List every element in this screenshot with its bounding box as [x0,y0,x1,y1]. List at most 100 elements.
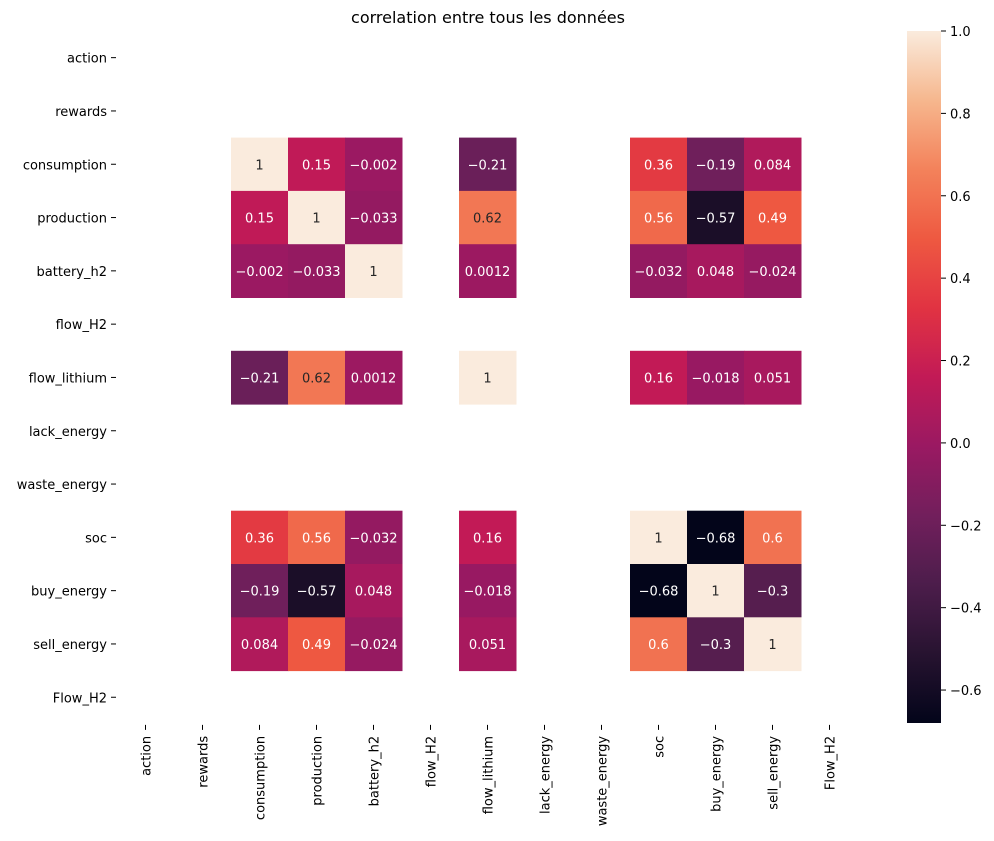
x-tick-label: battery_h2 [368,736,383,806]
heatmap-cell [687,564,745,618]
cell-annotation: 1 [711,585,719,600]
y-tick-label: production [37,212,107,227]
cell-annotation: 0.084 [241,638,278,653]
heatmap-cell [288,190,346,245]
heatmap-cell [345,510,403,565]
heatmap-cell [744,350,802,405]
cell-annotation: 0.56 [644,212,673,227]
cell-annotation: 0.62 [302,371,331,386]
x-tick-label: rewards [197,736,212,788]
heatmap-cell [231,510,289,565]
cell-annotation: 0.62 [473,212,502,227]
heatmap-cell [345,564,403,618]
colorbar-tick-label: 0.2 [950,355,971,370]
cell-annotation: −0.3 [757,585,789,600]
cell-annotation: −0.033 [349,212,397,227]
heatmap-cell [288,510,346,565]
heatmap-cell [345,350,403,405]
heatmap-cells [231,137,802,672]
y-tick-label: soc [85,531,107,546]
cell-annotation: 1 [312,212,320,227]
cell-annotation: 1 [654,531,662,546]
heatmap-cell [459,510,517,565]
y-tick-label: waste_energy [17,478,108,493]
cell-annotation: −0.032 [349,531,397,546]
x-tick-label: sell_energy [767,736,782,810]
heatmap-cell [231,190,289,245]
cell-annotation: −0.033 [292,265,340,280]
cell-annotation: −0.3 [700,638,732,653]
heatmap-cell [744,564,802,618]
heatmap-cell [231,350,289,405]
heatmap-cell [345,190,403,245]
cell-annotation: −0.21 [240,371,280,386]
y-tick-label: lack_energy [29,425,107,440]
cell-annotation: −0.002 [235,265,283,280]
colorbar-tick-label: −0.4 [950,602,982,617]
heatmap-cell [687,617,745,672]
colorbar-tick-label: 1.0 [950,25,971,40]
heatmap-cell [630,244,688,298]
cell-annotation: 0.16 [473,531,502,546]
y-tick-label: sell_energy [33,638,107,653]
heatmap-cell [459,137,517,192]
heatmap-cell [744,617,802,672]
x-tick-label: action [140,736,155,776]
heatmap-cell [345,244,403,298]
heatmap-cell [687,350,745,405]
cell-annotation: −0.19 [240,585,280,600]
cell-annotation: −0.002 [349,158,397,173]
cell-annotation: 1 [768,638,776,653]
x-tick-label: waste_energy [596,736,611,827]
cell-annotation: 0.051 [754,371,791,386]
cell-annotation: −0.024 [349,638,397,653]
heatmap-cell [288,244,346,298]
heatmap-cell [288,137,346,192]
heatmap-cell [231,137,289,192]
cell-annotation: 0.051 [469,638,506,653]
heatmap-cell [231,244,289,298]
cell-annotation: −0.024 [748,265,796,280]
heatmap-cell [744,510,802,565]
heatmap-cell [630,617,688,672]
heatmap-cell [459,190,517,245]
cell-annotation: 1 [255,158,263,173]
x-tick-label: production [311,736,326,806]
heatmap-cell [459,350,517,405]
heatmap-annotations: 1 0.15 −0.002 −0.21 0.36 −0.19 0.084 0.15 1 −0.03… [235,158,796,653]
heatmap-cell [744,244,802,298]
y-axis: action rewards consumption production batter… [17,52,116,706]
cell-annotation: 0.6 [762,531,783,546]
heatmap-cell [288,564,346,618]
x-axis: action rewards consumption production batter… [140,724,839,827]
x-tick-label: flow_lithium [482,736,497,814]
cell-annotation: 1 [483,371,491,386]
colorbar-tick-label: −0.2 [950,519,982,534]
cell-annotation: 0.0012 [351,371,397,386]
x-tick-label: flow_H2 [425,736,440,787]
heatmap-cell [345,137,403,192]
heatmap-cell [459,564,517,618]
colorbar-gradient [907,31,941,723]
cell-annotation: −0.57 [696,212,736,227]
x-tick-label: consumption [254,736,269,820]
heatmap-cell [687,510,745,565]
chart-title: correlation entre tous les données [351,8,625,27]
heatmap-cell [630,510,688,565]
cell-annotation: 0.49 [302,638,331,653]
heatmap-cell [288,350,346,405]
heatmap-cell [231,617,289,672]
y-tick-label: buy_energy [31,585,107,600]
heatmap-cell [345,617,403,672]
cell-annotation: −0.018 [691,371,739,386]
heatmap-cell [630,350,688,405]
colorbar-tick-label: 0.8 [950,107,971,122]
heatmap-cell [231,564,289,618]
cell-annotation: −0.19 [696,158,736,173]
cell-annotation: 0.084 [754,158,791,173]
cell-annotation: 0.6 [648,638,669,653]
y-tick-label: action [67,52,107,67]
heatmap-cell [630,564,688,618]
x-tick-label: buy_energy [710,736,725,812]
